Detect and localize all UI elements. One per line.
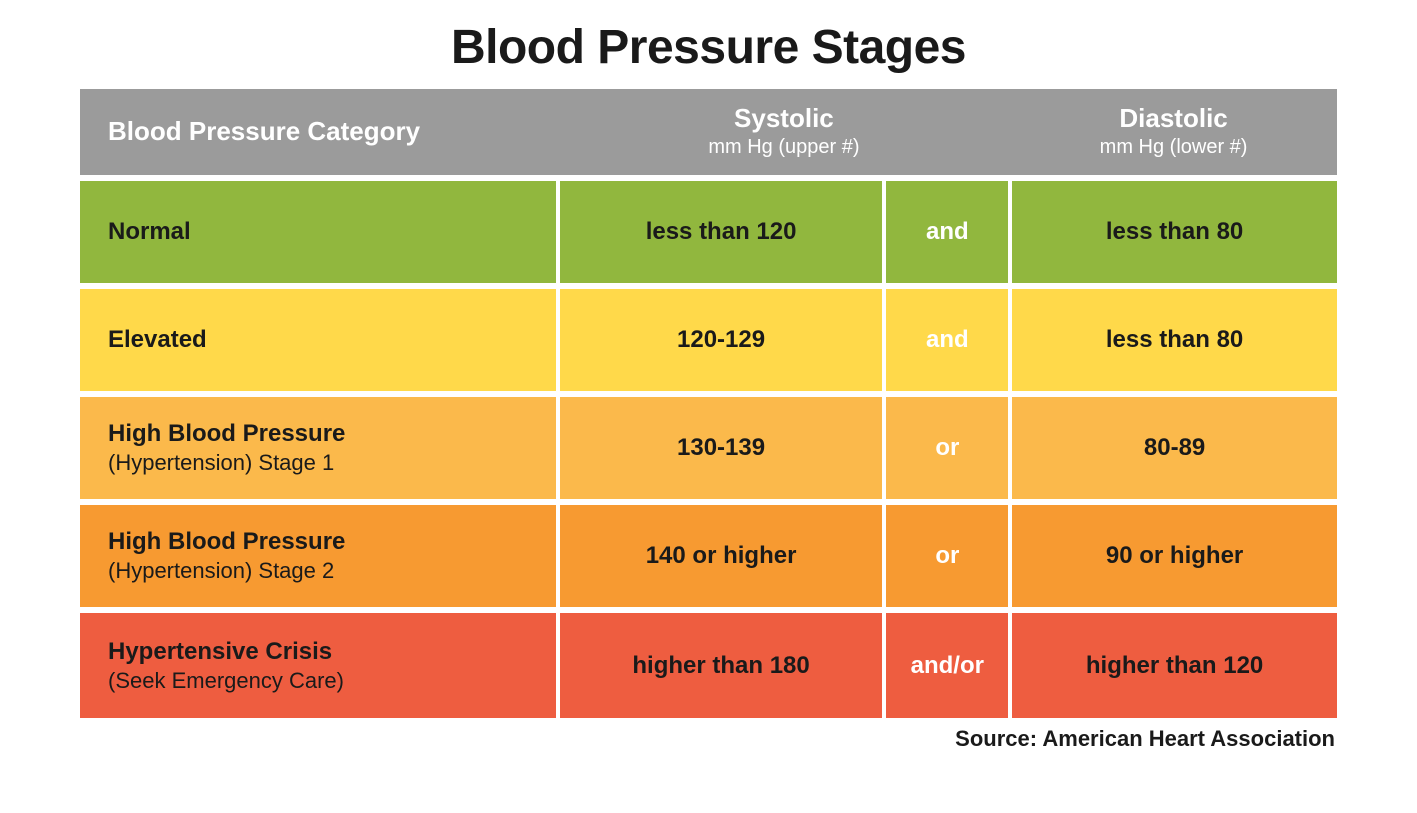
- cell-operator: and: [884, 286, 1010, 394]
- category-sublabel: (Seek Emergency Care): [108, 668, 556, 694]
- table-row: Elevated 120-129 and less than 80: [80, 286, 1337, 394]
- table-row: High Blood Pressure (Hypertension) Stage…: [80, 394, 1337, 502]
- cell-systolic: 140 or higher: [558, 502, 885, 610]
- cell-operator: or: [884, 394, 1010, 502]
- page-title: Blood Pressure Stages: [80, 20, 1337, 75]
- cell-category: Normal: [80, 178, 558, 286]
- category-label: High Blood Pressure: [108, 528, 345, 555]
- cell-diastolic: 80-89: [1010, 394, 1337, 502]
- cell-systolic: less than 120: [558, 178, 885, 286]
- category-label: Normal: [108, 218, 191, 245]
- cell-diastolic: 90 or higher: [1010, 502, 1337, 610]
- header-systolic-sublabel: mm Hg (upper #): [558, 136, 1011, 159]
- cell-diastolic: less than 80: [1010, 286, 1337, 394]
- page-container: Blood Pressure Stages Blood Pressure Cat…: [0, 0, 1417, 752]
- cell-systolic: 130-139: [558, 394, 885, 502]
- cell-category: Elevated: [80, 286, 558, 394]
- category-label: High Blood Pressure: [108, 420, 345, 447]
- header-systolic-label: Systolic: [734, 103, 834, 133]
- category-sublabel: (Hypertension) Stage 2: [108, 558, 556, 584]
- cell-category: High Blood Pressure (Hypertension) Stage…: [80, 394, 558, 502]
- cell-operator: and: [884, 178, 1010, 286]
- category-label: Elevated: [108, 326, 207, 353]
- cell-systolic: 120-129: [558, 286, 885, 394]
- cell-diastolic: higher than 120: [1010, 610, 1337, 718]
- category-label: Hypertensive Crisis: [108, 638, 332, 665]
- cell-category: Hypertensive Crisis (Seek Emergency Care…: [80, 610, 558, 718]
- header-systolic: Systolic mm Hg (upper #): [558, 89, 1011, 178]
- cell-systolic: higher than 180: [558, 610, 885, 718]
- cell-operator: or: [884, 502, 1010, 610]
- header-diastolic: Diastolic mm Hg (lower #): [1010, 89, 1337, 178]
- category-sublabel: (Hypertension) Stage 1: [108, 450, 556, 476]
- header-category: Blood Pressure Category: [80, 89, 558, 178]
- bp-stages-table: Blood Pressure Category Systolic mm Hg (…: [80, 89, 1337, 718]
- table-row: Normal less than 120 and less than 80: [80, 178, 1337, 286]
- header-diastolic-label: Diastolic: [1119, 103, 1227, 133]
- header-diastolic-sublabel: mm Hg (lower #): [1010, 136, 1337, 159]
- table-header-row: Blood Pressure Category Systolic mm Hg (…: [80, 89, 1337, 178]
- source-attribution: Source: American Heart Association: [80, 726, 1337, 752]
- cell-diastolic: less than 80: [1010, 178, 1337, 286]
- table-row: High Blood Pressure (Hypertension) Stage…: [80, 502, 1337, 610]
- table-row: Hypertensive Crisis (Seek Emergency Care…: [80, 610, 1337, 718]
- cell-category: High Blood Pressure (Hypertension) Stage…: [80, 502, 558, 610]
- cell-operator: and/or: [884, 610, 1010, 718]
